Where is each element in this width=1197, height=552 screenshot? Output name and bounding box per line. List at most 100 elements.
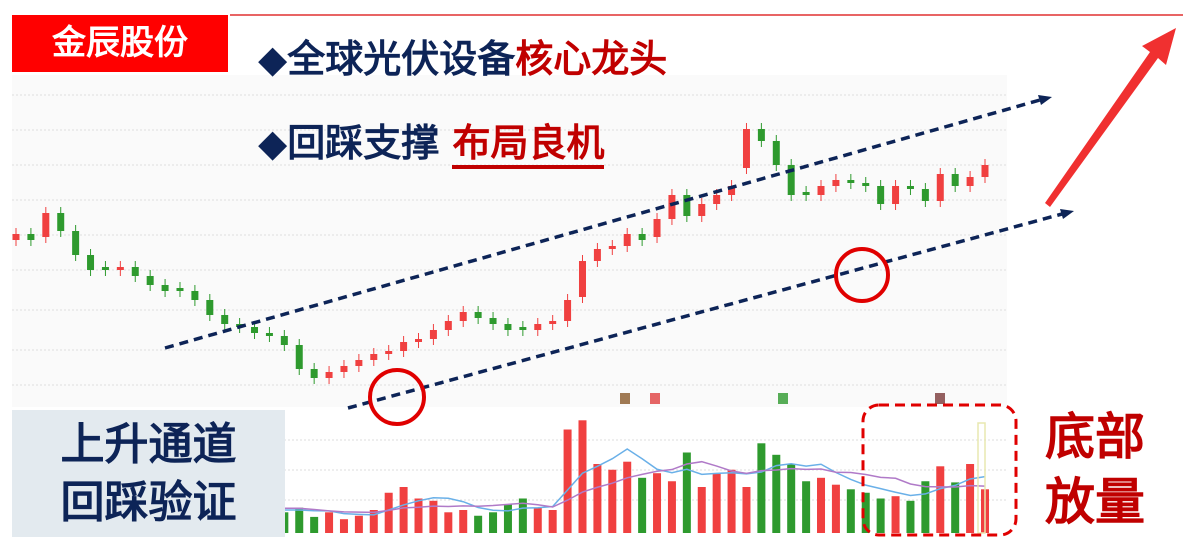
left-note-line-1: 上升通道 [60, 419, 237, 470]
volume-bar [295, 507, 304, 533]
volume-bar [951, 482, 960, 533]
volume-bar [474, 515, 483, 533]
candle-body [564, 300, 572, 321]
volume-bar [518, 498, 527, 533]
volume-bar [966, 464, 975, 533]
candle-body [966, 177, 974, 186]
volume-bar [533, 507, 542, 533]
candle-body [772, 141, 780, 165]
candle-body [251, 327, 259, 333]
candle-body [683, 195, 691, 216]
candle-body [906, 186, 914, 189]
candle-body [116, 267, 124, 270]
volume-bar [742, 487, 751, 533]
candle-body [981, 165, 989, 177]
left-note-line-2: 回踩验证 [60, 477, 237, 528]
volume-bar [339, 519, 348, 533]
candle-body [355, 360, 363, 366]
candle-body [623, 234, 631, 246]
volume-bar [682, 452, 691, 533]
volume-bar [444, 512, 453, 533]
bullet-1-text: ◆全球光伏设备 [258, 37, 516, 81]
volume-bar [548, 510, 557, 533]
candle-body [742, 129, 750, 168]
candle-body [27, 234, 35, 240]
candle-body [519, 327, 527, 330]
bullet-1: ◆全球光伏设备核心龙头 [258, 28, 667, 83]
candle-body [12, 234, 20, 240]
candle-body [191, 291, 199, 300]
candle-body [534, 324, 542, 330]
candle-body [161, 285, 169, 291]
candle-body [72, 231, 80, 255]
channel-upper-line [164, 98, 1041, 350]
candle-body [101, 267, 109, 270]
volume-bar [369, 510, 378, 533]
volume-bar [384, 492, 393, 533]
volume-bar [325, 512, 334, 533]
candle-body [206, 300, 214, 315]
event-marker-icon[interactable] [778, 393, 788, 404]
volume-bar [354, 515, 363, 533]
bullet-2-highlight: 布局良机 [452, 121, 605, 169]
candle-body [549, 321, 557, 324]
candle-body [265, 333, 273, 336]
candle-body [668, 195, 676, 219]
volume-bar [787, 464, 796, 533]
bullet-2: ◆回踩支撑 布局良机 [258, 112, 605, 169]
volume-bar [861, 492, 870, 533]
candle-body [936, 174, 944, 201]
candle-body [444, 321, 452, 330]
candle-body [951, 174, 959, 186]
candle-body [653, 219, 661, 237]
candle-body [340, 366, 348, 372]
candle-body [489, 318, 497, 324]
volume-bar [638, 477, 647, 533]
support-circle-2 [834, 247, 890, 303]
candle-body [638, 234, 646, 240]
volume-bar [399, 487, 408, 533]
candle-body [713, 195, 721, 204]
candle-body [280, 336, 288, 345]
candle-body [728, 186, 736, 195]
up-arrow-icon [1045, 28, 1176, 207]
candle-body [87, 255, 95, 270]
volume-bar [578, 420, 587, 533]
candle-body [459, 312, 467, 321]
volume-bar [727, 469, 736, 533]
candle-body [415, 339, 423, 342]
volume-bar [593, 464, 602, 533]
candle-body [176, 288, 184, 291]
event-markers [620, 393, 986, 534]
candle-body [921, 189, 929, 201]
channel-lower-arrowhead [1060, 209, 1074, 219]
candle-body [578, 261, 586, 297]
event-marker-icon[interactable] [620, 393, 630, 404]
volume-bar [876, 498, 885, 533]
event-marker-icon[interactable] [935, 393, 945, 404]
volume-cursor [977, 422, 986, 534]
event-marker-icon[interactable] [650, 393, 660, 404]
candle-body [385, 351, 393, 354]
candles [12, 123, 989, 384]
candle-body [877, 186, 885, 204]
candle-body [146, 276, 154, 285]
volume-bar [891, 496, 900, 533]
stock-name-badge: 金辰股份 [12, 15, 228, 72]
candle-body [131, 267, 139, 276]
volume-bar [667, 481, 676, 533]
candle-body [862, 183, 870, 186]
right-note-line-1: 底部 [1045, 408, 1145, 466]
volume-bar [921, 481, 930, 533]
candle-body [802, 192, 810, 195]
candle-body [400, 342, 408, 351]
volume-bar [653, 473, 662, 533]
candle-body [593, 249, 601, 261]
right-note-line-2: 放量 [1045, 473, 1145, 531]
volume-bar [817, 477, 826, 533]
candle-body [698, 204, 706, 216]
volume-bar [608, 469, 617, 533]
candle-body [325, 372, 333, 378]
gridlines [12, 94, 1007, 501]
